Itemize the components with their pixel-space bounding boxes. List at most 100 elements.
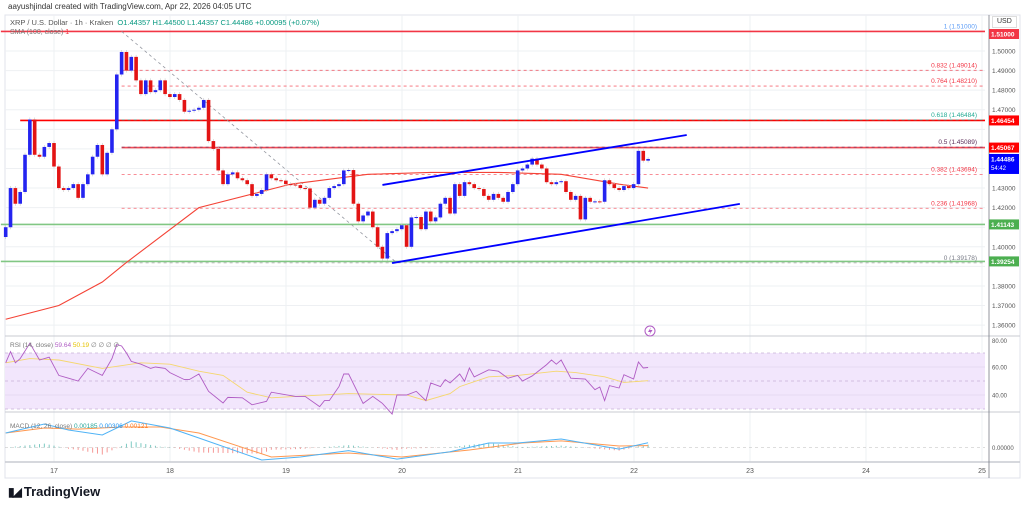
candle-down bbox=[380, 246, 385, 259]
candle-down bbox=[588, 197, 592, 202]
candle-up bbox=[424, 211, 428, 230]
rsi-indicator-label[interactable]: RSI (14, close) 59.64 50.19 ∅ ∅ ∅ ∅ bbox=[10, 341, 119, 351]
candle-up bbox=[95, 144, 100, 157]
time-tick-label: 18 bbox=[166, 468, 174, 475]
candle-down bbox=[148, 80, 153, 93]
candle-up bbox=[313, 199, 317, 208]
ohlc-close: C1.44486 bbox=[220, 18, 253, 27]
tradingview-logo[interactable]: ▮◢ TradingView bbox=[8, 484, 101, 499]
price-tick-label: 1.38000 bbox=[992, 283, 1016, 290]
fib-level-label: 0.5 (1.45089) bbox=[938, 139, 977, 146]
price-tick-label: 1.40000 bbox=[992, 244, 1016, 251]
candle-down bbox=[535, 158, 539, 165]
candle-down bbox=[235, 172, 240, 179]
candle-down bbox=[57, 166, 61, 189]
lightning-icon-bolt bbox=[648, 327, 653, 336]
candle-up bbox=[66, 188, 71, 191]
candle-down bbox=[419, 217, 423, 230]
candle-up bbox=[158, 80, 163, 91]
fib-level-label: 0.236 (1.41968) bbox=[931, 200, 977, 207]
candle-up bbox=[192, 109, 196, 111]
candle-down bbox=[221, 170, 225, 185]
rsi-band bbox=[5, 353, 985, 409]
candle-down bbox=[134, 56, 138, 81]
candle-down bbox=[356, 203, 361, 222]
price-tick-label: 1.42000 bbox=[992, 205, 1016, 212]
candle-down bbox=[250, 184, 254, 196]
candle-down bbox=[467, 182, 472, 185]
price-tag bbox=[989, 153, 1019, 174]
time-tick-label: 24 bbox=[862, 468, 870, 475]
time-tick-label: 21 bbox=[514, 468, 522, 475]
countdown-label: 54:42 bbox=[991, 166, 1007, 172]
sma-indicator-label[interactable]: SMA (100, close) 1 bbox=[10, 28, 69, 38]
candle-down bbox=[317, 199, 322, 204]
price-tag bbox=[989, 115, 1019, 126]
candle-up bbox=[438, 203, 443, 218]
candle-down bbox=[288, 184, 293, 186]
candle-up bbox=[631, 184, 636, 189]
candle-up bbox=[414, 217, 419, 219]
candle-down bbox=[457, 184, 462, 196]
candle-up bbox=[129, 56, 134, 71]
candle-down bbox=[211, 141, 216, 149]
candle-down bbox=[32, 119, 37, 155]
candle-up bbox=[602, 180, 607, 202]
candle-up bbox=[119, 51, 124, 75]
candle-up bbox=[573, 195, 578, 200]
macd-tick-label: 0.00000 bbox=[992, 446, 1014, 452]
price-change: +0.00095 (+0.07%) bbox=[255, 18, 320, 27]
candle-up bbox=[226, 174, 230, 185]
rsi-extra-values: ∅ ∅ ∅ ∅ bbox=[91, 342, 120, 349]
candle-down bbox=[626, 186, 631, 189]
candle-down bbox=[284, 180, 288, 185]
price-tag bbox=[989, 29, 1019, 39]
candle-up bbox=[71, 184, 76, 189]
candle-down bbox=[641, 150, 646, 161]
candle-down bbox=[549, 182, 554, 185]
lightning-icon bbox=[644, 325, 656, 337]
price-tick-label: 1.43000 bbox=[992, 186, 1016, 193]
logo-text: TradingView bbox=[23, 484, 101, 499]
candle-down bbox=[569, 191, 573, 200]
candle-up bbox=[622, 186, 626, 191]
candle-down bbox=[76, 184, 80, 198]
candle-down bbox=[206, 99, 211, 142]
candle-up bbox=[187, 110, 192, 112]
chart-credit: aayushjindal created with TradingView.co… bbox=[8, 2, 252, 11]
candle-up bbox=[81, 184, 85, 198]
sma-value: 1 bbox=[65, 29, 70, 36]
candle-up bbox=[342, 170, 346, 185]
candle-down bbox=[182, 99, 187, 112]
candle-down bbox=[37, 154, 42, 157]
price-tick-label: 1.50000 bbox=[992, 49, 1016, 56]
time-tick-label: 19 bbox=[282, 468, 290, 475]
macd-indicator-label[interactable]: MACD (12, 26, close) 0.00185 0.00306 0.0… bbox=[10, 422, 148, 432]
candle-up bbox=[462, 182, 467, 196]
candle-down bbox=[293, 184, 298, 186]
candle-up bbox=[197, 107, 201, 110]
candle-down bbox=[139, 80, 143, 95]
ohlc-open: O1.44357 bbox=[117, 18, 151, 27]
candle-up bbox=[337, 184, 341, 187]
candle-up bbox=[525, 164, 530, 169]
price-tag bbox=[989, 219, 1019, 230]
candle-down bbox=[404, 225, 409, 247]
price-tag-label: 1.44486 bbox=[991, 156, 1015, 163]
fib-level-label: 0.382 (1.43694) bbox=[931, 166, 977, 173]
candle-up bbox=[520, 168, 525, 171]
candle-up bbox=[366, 211, 370, 216]
candle-up bbox=[453, 184, 457, 214]
lightning-icon-circle bbox=[644, 325, 656, 337]
fib-level-label: 0 (1.39178) bbox=[944, 255, 977, 262]
candle-up bbox=[327, 188, 332, 198]
candle-down bbox=[269, 174, 274, 179]
candle-up bbox=[18, 191, 22, 204]
symbol-name[interactable]: XRP / U.S. Dollar · 1h · Kraken bbox=[10, 18, 114, 27]
time-tick-label: 25 bbox=[978, 468, 986, 475]
candle-down bbox=[597, 201, 602, 203]
fib-level-label: 0.832 (1.49014) bbox=[931, 62, 977, 69]
currency-label[interactable]: USD bbox=[992, 16, 1017, 28]
price-tag-label: 1.41143 bbox=[991, 222, 1015, 229]
